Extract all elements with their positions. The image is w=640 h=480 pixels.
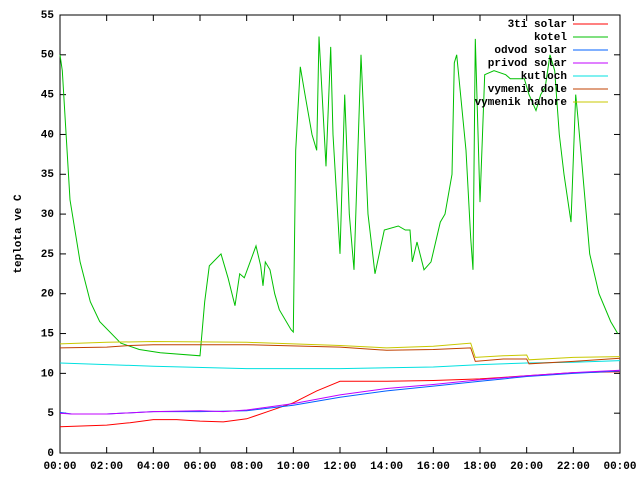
x-tick-label: 16:00 (417, 461, 450, 473)
y-tick-label: 30 (41, 209, 54, 221)
x-tick-label: 12:00 (323, 461, 356, 473)
y-tick-label: 20 (41, 289, 54, 301)
y-tick-label: 50 (41, 50, 54, 62)
y-tick-label: 45 (41, 90, 55, 102)
y-tick-label: 5 (47, 408, 54, 420)
legend-label: odvod solar (494, 45, 567, 57)
x-tick-label: 22:00 (557, 461, 590, 473)
legend-label: vymenik nahore (475, 97, 568, 109)
x-tick-label: 04:00 (137, 461, 170, 473)
x-tick-label: 20:00 (510, 461, 543, 473)
legend-label: kutloch (521, 71, 567, 83)
y-tick-label: 25 (41, 249, 55, 261)
legend-label: 3ti solar (508, 19, 567, 31)
y-tick-label: 55 (41, 10, 55, 22)
x-tick-label: 10:00 (277, 461, 310, 473)
y-tick-label: 10 (41, 368, 54, 380)
series-line (59, 370, 621, 415)
x-tick-label: 14:00 (370, 461, 403, 473)
x-tick-label: 18:00 (463, 461, 496, 473)
x-tick-label: 02:00 (90, 461, 123, 473)
legend-label: kotel (534, 32, 567, 44)
series-line (59, 371, 621, 428)
y-axis-label: teplota ve C (13, 194, 25, 274)
series-line (59, 344, 621, 365)
legend-label: vymenik dole (488, 84, 568, 96)
y-tick-label: 35 (41, 169, 55, 181)
x-tick-label: 08:00 (230, 461, 263, 473)
legend-label: privod solar (488, 58, 567, 70)
series-line (59, 369, 621, 415)
series-line (59, 360, 621, 370)
y-tick-label: 15 (41, 328, 55, 340)
x-tick-label: 00:00 (603, 461, 636, 473)
y-tick-label: 40 (41, 129, 54, 141)
series-line (59, 36, 619, 357)
x-tick-label: 06:00 (183, 461, 216, 473)
series-line (59, 340, 621, 361)
x-tick-label: 00:00 (43, 461, 76, 473)
y-tick-label: 0 (47, 448, 54, 460)
